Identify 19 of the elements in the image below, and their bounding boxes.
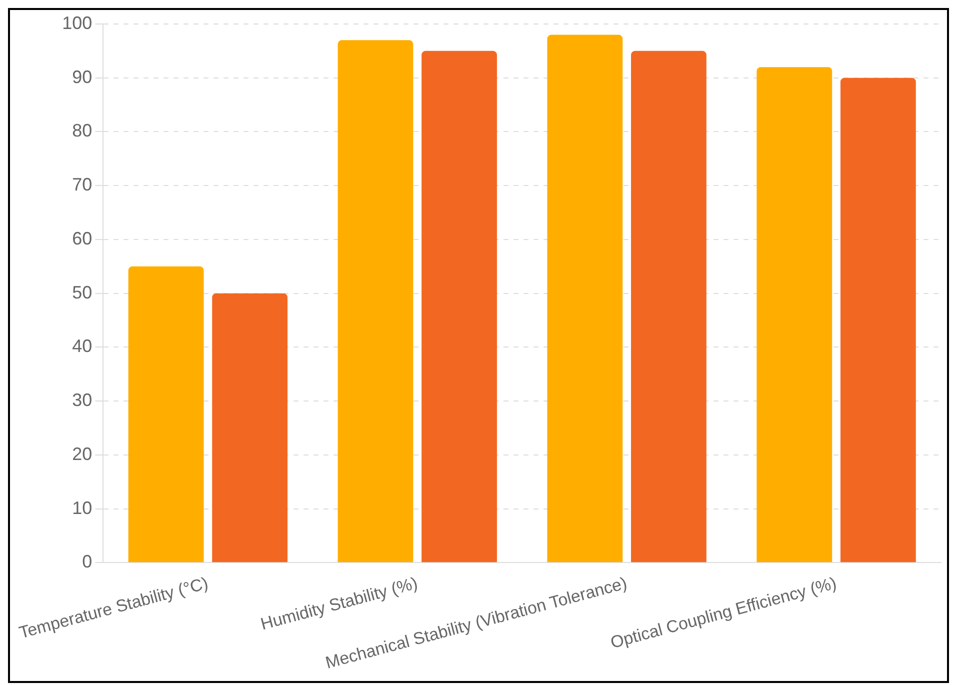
y-tick-label: 30 [72,390,92,410]
y-tick-label: 90 [72,66,92,87]
bar [547,34,623,562]
y-tick-label: 40 [72,336,92,356]
y-tick-label: 70 [72,174,92,195]
bar [756,67,832,562]
bar [631,50,706,562]
bar [840,78,916,562]
bar [128,266,204,562]
bar [422,50,497,562]
y-tick-label: 20 [72,444,92,464]
y-tick-label: 10 [72,498,92,518]
y-tick-label: 60 [72,228,92,248]
bar [212,293,288,562]
y-tick-label: 80 [72,120,92,141]
y-tick-label: 0 [82,552,92,572]
y-tick-label: 100 [62,12,92,33]
y-tick-label: 50 [72,282,92,302]
bar [338,40,414,562]
